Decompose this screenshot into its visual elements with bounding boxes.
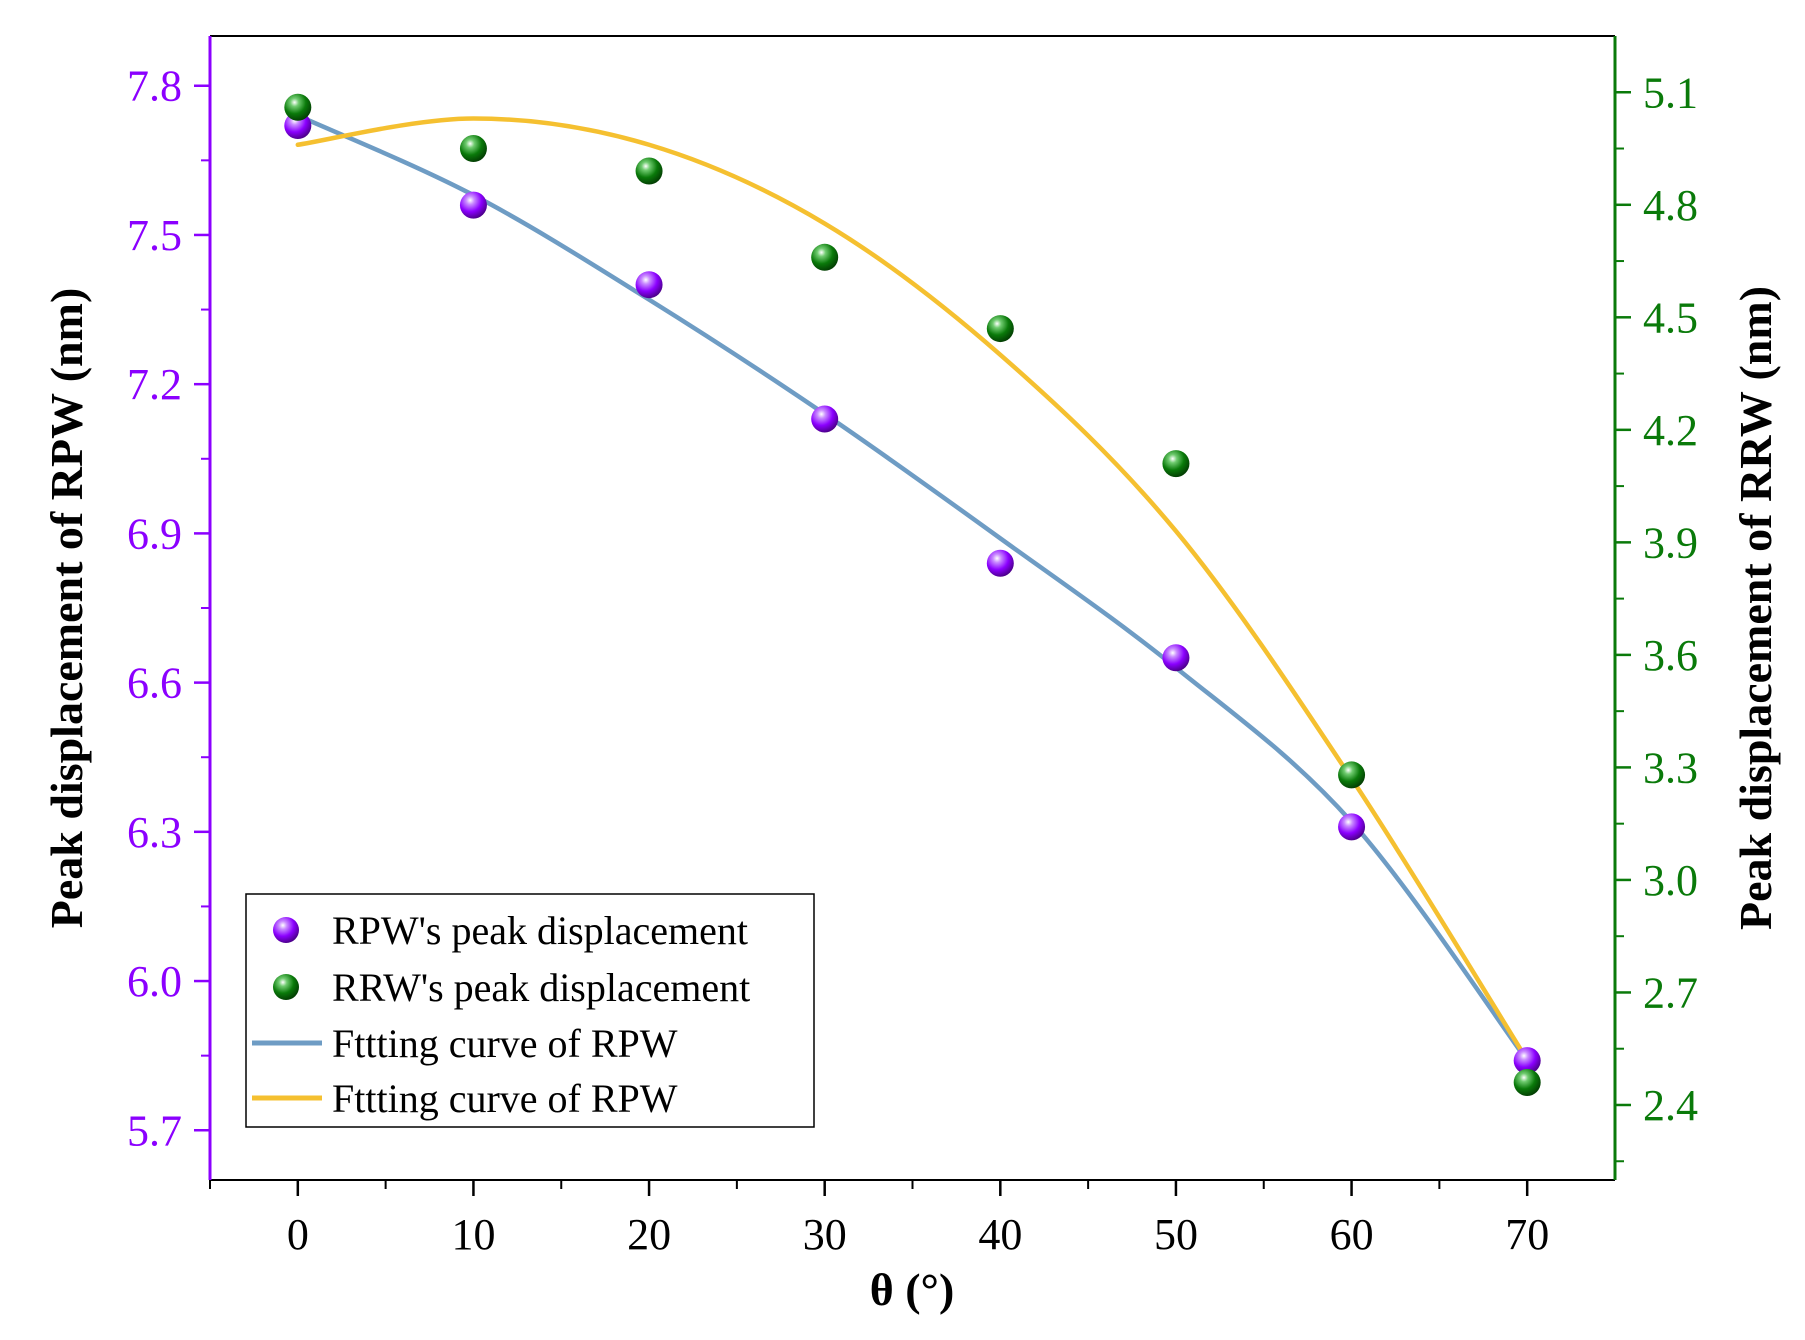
- right-y-tick-label: 3.9: [1643, 518, 1698, 567]
- rrw-point: [1338, 761, 1366, 789]
- x-tick-label: 70: [1505, 1210, 1549, 1259]
- right-y-tick-label: 5.1: [1643, 68, 1698, 117]
- left-y-tick-label: 6.3: [127, 808, 182, 857]
- legend-label: Fttting curve of RPW: [332, 1021, 678, 1066]
- right-y-tick-label: 4.2: [1643, 406, 1698, 455]
- rrw-point: [284, 93, 312, 121]
- rpw-point: [1162, 644, 1190, 672]
- x-axis-title: θ (°): [870, 1264, 955, 1315]
- left-y-tick-label: 6.0: [127, 957, 182, 1006]
- legend: RPW's peak displacement RRW's peak displa…: [245, 893, 815, 1128]
- right-y-tick-label: 2.4: [1643, 1081, 1698, 1130]
- x-tick-label: 10: [451, 1210, 495, 1259]
- right-y-tick-label: 4.8: [1643, 181, 1698, 230]
- x-ticks: 0 10 20 30 40 50 60 70: [209, 1180, 1549, 1259]
- right-y-tick-label: 2.7: [1643, 968, 1698, 1017]
- right-y-tick-label: 3.3: [1643, 743, 1698, 792]
- left-y-ticks: 5.7 6.0 6.3 6.6 6.9 7.2 7.5 7.8: [127, 62, 210, 1155]
- legend-marker: [273, 974, 299, 1000]
- x-tick-label: 0: [287, 1210, 309, 1259]
- rpw-point: [811, 405, 839, 433]
- rpw-point: [459, 191, 487, 219]
- left-y-tick-label: 7.8: [127, 62, 182, 111]
- rpw-point: [986, 549, 1014, 577]
- x-tick-label: 60: [1330, 1210, 1374, 1259]
- left-y-tick-label: 7.5: [127, 211, 182, 260]
- right-y-tick-label: 4.5: [1643, 293, 1698, 342]
- rpw-point: [1338, 813, 1366, 841]
- x-tick-label: 50: [1154, 1210, 1198, 1259]
- x-tick-label: 40: [978, 1210, 1022, 1259]
- left-y-tick-label: 6.9: [127, 509, 182, 558]
- right-y-tick-label: 3.0: [1643, 856, 1698, 905]
- legend-box: [245, 893, 815, 1128]
- legend-label: RPW's peak displacement: [332, 908, 748, 953]
- rpw-point: [635, 271, 663, 299]
- legend-marker: [273, 917, 299, 943]
- rrw-point: [986, 315, 1014, 343]
- right-y-tick-label: 3.6: [1643, 631, 1698, 680]
- left-y-tick-label: 6.6: [127, 659, 182, 708]
- right-y-axis-title: Peak displacement of RRW (nm): [1730, 286, 1781, 930]
- data-points: [284, 93, 1541, 1096]
- rrw-point: [459, 135, 487, 163]
- rrw-point: [635, 157, 663, 185]
- rpw-point: [1513, 1047, 1541, 1075]
- left-y-tick-label: 7.2: [127, 360, 182, 409]
- right-y-ticks: 2.4 2.7 3.0 3.3 3.6 3.9 4.2 4.5 4.8 5.1: [1615, 68, 1698, 1163]
- left-y-tick-label: 5.7: [127, 1106, 182, 1155]
- rrw-point: [1162, 450, 1190, 478]
- rrw-point: [811, 243, 839, 271]
- rrw-point: [1513, 1068, 1541, 1096]
- x-tick-label: 30: [803, 1210, 847, 1259]
- legend-label: Fttting curve of RPW: [332, 1076, 678, 1121]
- x-tick-label: 20: [627, 1210, 671, 1259]
- legend-label: RRW's peak displacement: [332, 965, 750, 1010]
- left-y-axis-title: Peak displacement of RPW (nm): [41, 288, 92, 929]
